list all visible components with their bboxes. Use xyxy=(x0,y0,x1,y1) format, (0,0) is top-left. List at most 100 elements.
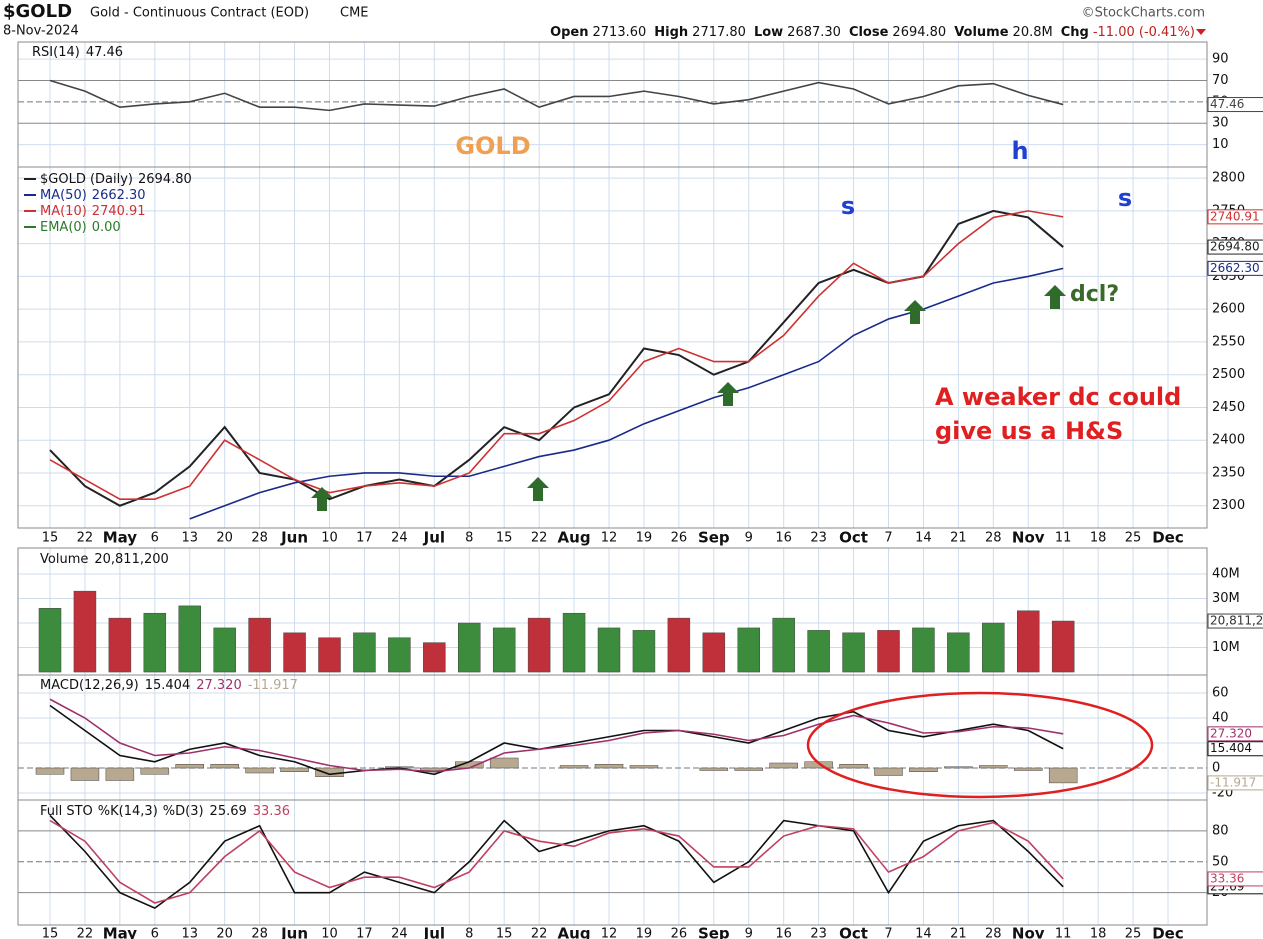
quote-label: Open xyxy=(550,25,588,40)
up-arrow xyxy=(311,487,333,511)
series-line xyxy=(49,704,1064,776)
bar xyxy=(874,767,903,776)
bar xyxy=(315,767,344,777)
last-value-label: 2662.30 xyxy=(1210,261,1260,275)
bar xyxy=(105,767,135,781)
y-tick-label: 2500 xyxy=(1212,367,1245,382)
down-arrow xyxy=(1196,29,1206,35)
bar xyxy=(458,622,481,673)
x-tick-label: Oct xyxy=(839,529,868,547)
bar xyxy=(772,617,795,673)
bar xyxy=(1048,767,1078,784)
legend: RSI(14) 47.46 xyxy=(32,45,123,60)
x-tick-label: 18 xyxy=(1090,927,1107,939)
x-tick-label: 9 xyxy=(745,927,753,939)
y-tick-label: 90 xyxy=(1212,52,1229,67)
instrument-name: Gold - Continuous Contract (EOD) xyxy=(90,6,309,21)
last-value-label: 47.46 xyxy=(1210,97,1244,111)
x-tick-label: 10 xyxy=(321,531,338,546)
annotation: GOLD xyxy=(455,132,530,160)
last-value-box xyxy=(1207,775,1263,791)
x-tick-label: 12 xyxy=(601,927,618,939)
quote-value: 20.8M xyxy=(1013,25,1053,40)
legend-text: 2740.91 xyxy=(92,204,146,219)
last-value-box xyxy=(1207,260,1263,276)
bar xyxy=(108,617,132,673)
bar xyxy=(632,630,656,673)
x-tick-label: 9 xyxy=(745,531,753,546)
quote-label: Volume xyxy=(954,25,1009,40)
legend-text: Volume xyxy=(40,552,88,567)
bar xyxy=(699,767,729,771)
last-value-box xyxy=(1207,613,1263,629)
annotation: A weaker dc could xyxy=(935,383,1181,411)
x-tick-label: Sep xyxy=(698,529,730,547)
y-tick-label: 70 xyxy=(1212,73,1229,88)
bar xyxy=(737,627,760,673)
x-tick-label: 25 xyxy=(1125,927,1142,939)
bar xyxy=(248,617,271,673)
series-line xyxy=(49,210,1064,500)
last-value-label: 33.36 xyxy=(1210,871,1244,885)
x-tick-label: Dec xyxy=(1152,925,1184,939)
quote-value: 2717.80 xyxy=(692,25,746,40)
bar xyxy=(597,627,621,673)
x-tick-label: 15 xyxy=(42,927,59,939)
up-arrow xyxy=(717,382,739,406)
y-tick-label: 30M xyxy=(1212,591,1240,606)
legend: MA(50) 2662.30 xyxy=(40,188,146,203)
annotation: s xyxy=(1118,184,1132,212)
x-tick-label: 23 xyxy=(810,927,827,939)
bar xyxy=(909,767,938,772)
quote-value: -11.00 (-0.41%) xyxy=(1093,25,1195,40)
x-tick-label: 17 xyxy=(356,531,373,546)
last-value-box xyxy=(1207,239,1263,255)
last-value-label: -11.917 xyxy=(1210,775,1256,789)
annotation: h xyxy=(1011,137,1028,165)
last-value-box xyxy=(1207,726,1263,742)
bar xyxy=(947,632,970,673)
bar xyxy=(1051,620,1075,673)
bar xyxy=(210,764,239,769)
bar xyxy=(944,766,973,769)
bar xyxy=(318,637,341,673)
x-tick-label: 15 xyxy=(496,531,513,546)
y-tick-label: 2600 xyxy=(1212,302,1245,317)
bar xyxy=(1014,767,1043,771)
plot xyxy=(35,698,1078,784)
bar xyxy=(143,612,167,673)
x-tick-label: 28 xyxy=(251,531,268,546)
y-tick-label: 40 xyxy=(1212,711,1229,726)
last-value-label: 20,811,200 xyxy=(1210,614,1263,628)
bar xyxy=(73,590,97,673)
y-tick-label: 2800 xyxy=(1212,171,1245,186)
last-value-box xyxy=(1207,871,1263,887)
plot xyxy=(49,814,1064,910)
quote-label: High xyxy=(654,25,688,40)
x-tick-label: 20 xyxy=(216,927,233,939)
x-tick-label: May xyxy=(103,925,138,939)
legend-text: 2694.80 xyxy=(138,172,192,187)
quote-label: Chg xyxy=(1061,25,1089,40)
legend-text: 0.00 xyxy=(92,220,121,235)
x-tick-label: Jul xyxy=(423,925,445,939)
quote-value: 2687.30 xyxy=(787,25,841,40)
legend-text: -11.917 xyxy=(248,678,298,693)
x-tick-label: 16 xyxy=(775,531,792,546)
bar xyxy=(353,632,376,673)
x-tick-label: 6 xyxy=(151,531,159,546)
annotation: dcl? xyxy=(1070,282,1119,307)
bar xyxy=(839,764,868,769)
y-tick-label: 2350 xyxy=(1212,465,1245,480)
plot xyxy=(49,79,1064,112)
up-arrow xyxy=(527,477,549,501)
y-tick-label: 60 xyxy=(1212,686,1229,701)
x-tick-label: 28 xyxy=(985,927,1002,939)
x-tick-label: 13 xyxy=(181,927,198,939)
date: 8-Nov-2024 xyxy=(3,24,79,39)
bar xyxy=(423,642,446,673)
highlight-ellipse xyxy=(806,691,1154,799)
last-value-label: 2740.91 xyxy=(1210,209,1260,223)
x-tick-label: 14 xyxy=(915,927,932,939)
